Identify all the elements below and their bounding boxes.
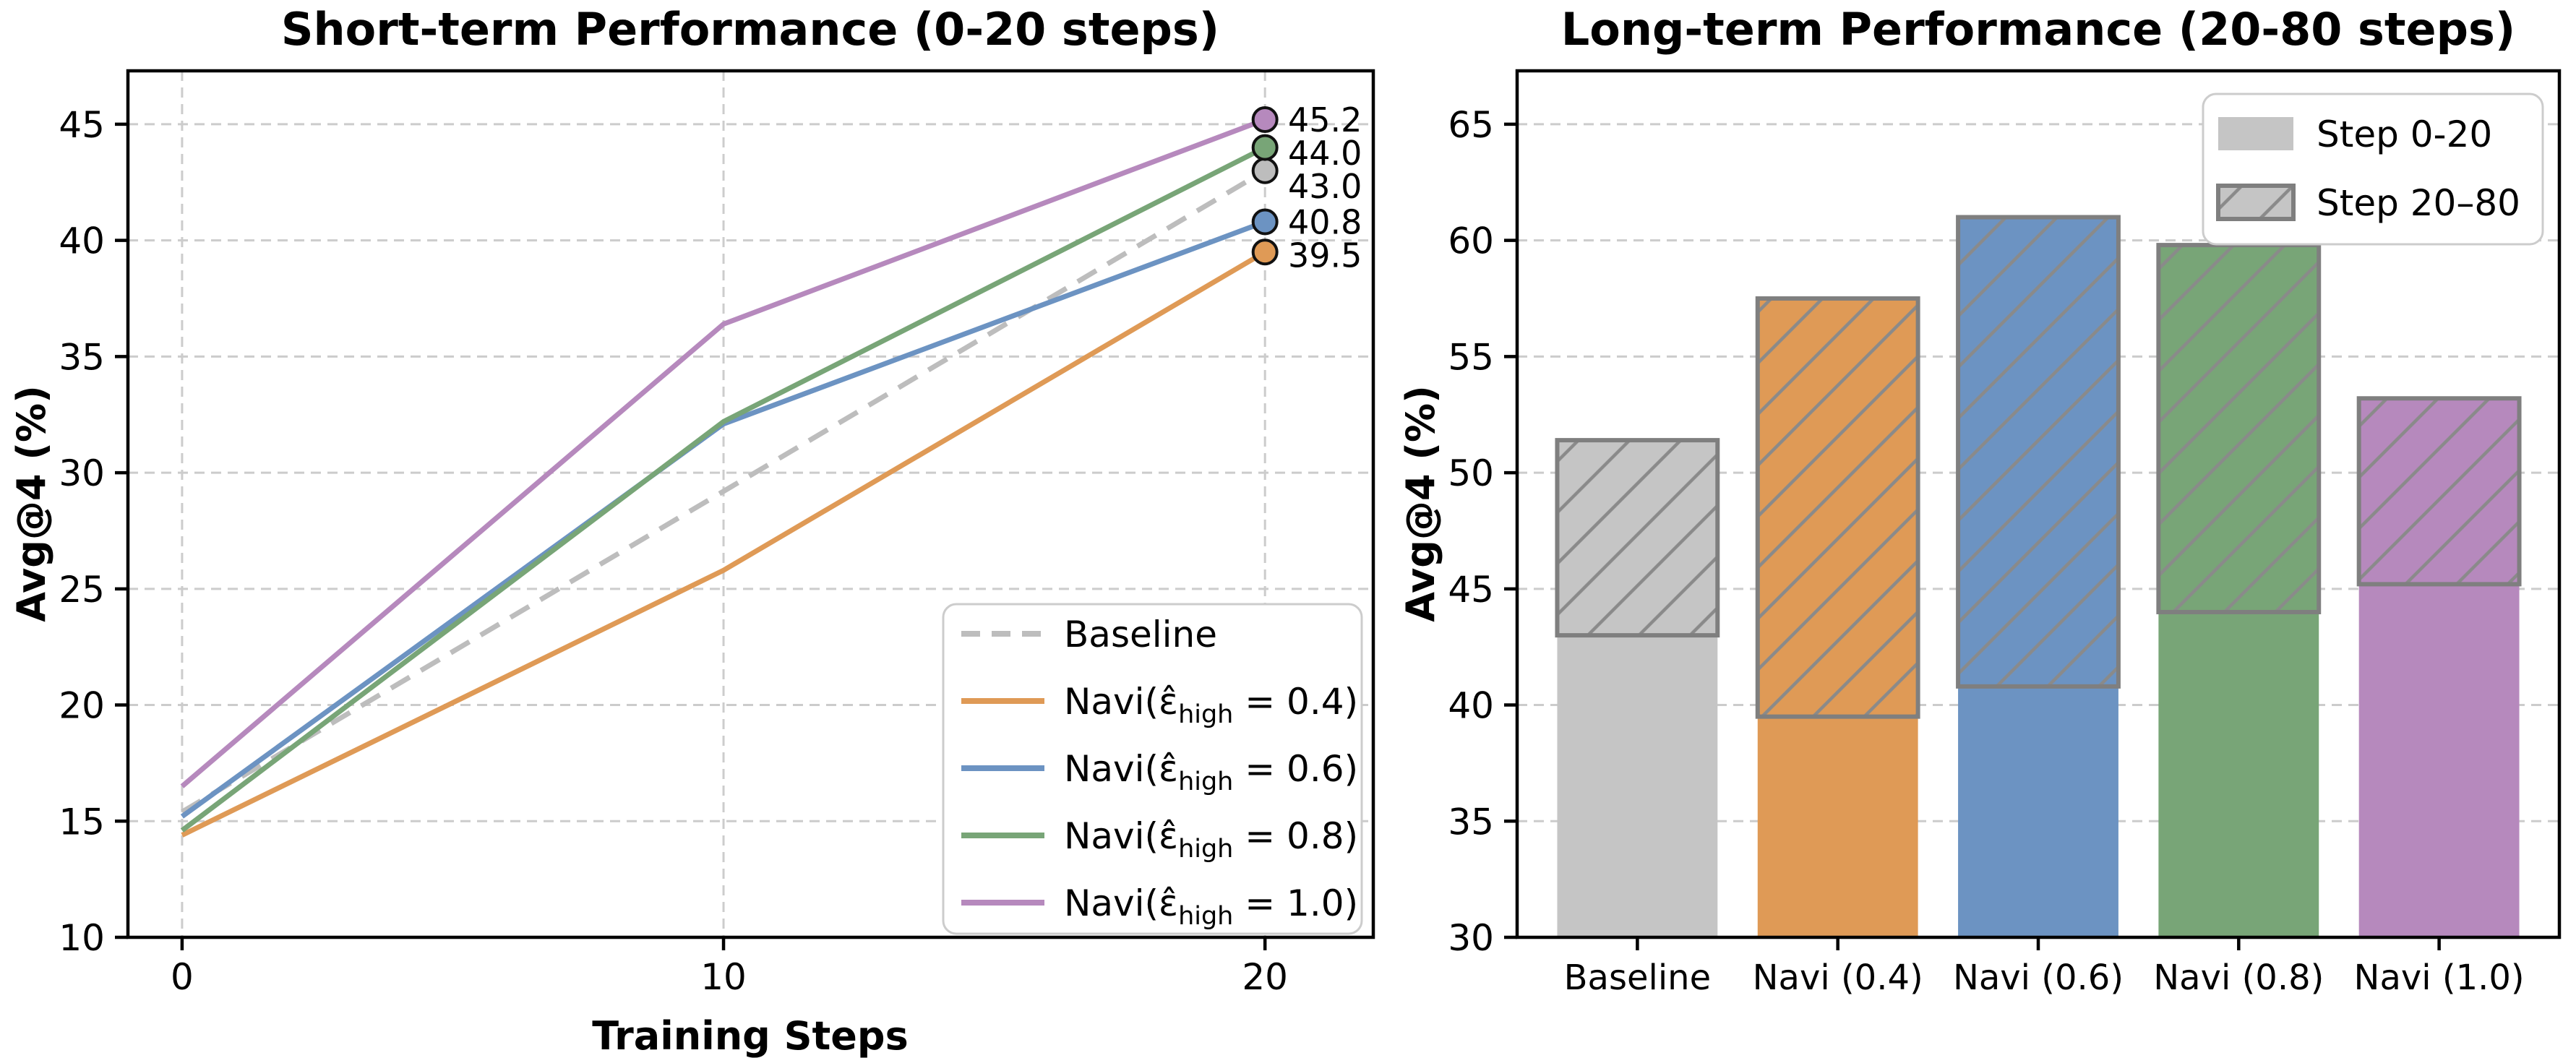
y-tick-label: 60	[1448, 220, 1494, 262]
legend-item-label: Step 20–80	[2317, 182, 2520, 224]
bar-solid-segment	[2158, 611, 2319, 937]
bar-hatch-segment	[2156, 243, 2322, 614]
legend-item-1: Navi(ε̂high = 0.4)	[961, 681, 1358, 729]
bar-hatch-segment	[1956, 215, 2121, 689]
end-value-label: 44.0	[1288, 134, 1362, 173]
legend-patch	[2218, 117, 2293, 150]
left-chart-title: Short-term Performance (0-20 steps)	[281, 3, 1219, 56]
legend-item-1: Step 20–80	[2216, 182, 2520, 224]
series-line-1	[181, 249, 1266, 838]
left-legend: Baseline Navi(ε̂high = 0.4) Navi(ε̂high = …	[942, 603, 1363, 935]
end-value-label: 39.5	[1288, 236, 1362, 275]
end-marker-2	[1251, 208, 1279, 236]
legend-patch-hatch	[2216, 184, 2296, 221]
end-value-label: 43.0	[1288, 167, 1362, 206]
series-line-0	[181, 168, 1266, 814]
bar-solid-segment	[1757, 716, 1918, 937]
x-tick-label: Baseline	[1564, 958, 1712, 998]
y-tick-label: 55	[1448, 336, 1494, 378]
legend-item-label: Navi(ε̂high = 1.0)	[1064, 882, 1358, 931]
y-tick-label: 15	[59, 801, 105, 843]
end-value-labels: 45.244.043.040.839.5	[1288, 100, 1362, 275]
x-tick-label: Navi (0.4)	[1753, 958, 1923, 998]
bar-solid-segment	[2358, 584, 2520, 937]
axis-ticks: 30 35 40 45 50 55 60 65 Baseline Navi (0.4) Navi (…	[1448, 104, 2524, 998]
bar-hatch-segment	[1555, 438, 1720, 638]
axis-ticks: 10 15 20 25 30 35 40 45 0 10 20	[59, 104, 1288, 998]
bar-solid-segment	[1958, 686, 2118, 937]
legend-item-2: Navi(ε̂high = 0.6)	[961, 748, 1358, 796]
legend-item-label: Navi(ε̂high = 0.6)	[1064, 748, 1358, 796]
x-tick-label: 10	[700, 956, 747, 998]
legend-item-label: Step 0-20	[2317, 113, 2492, 155]
bar-navi-1.0-	[2356, 396, 2522, 937]
left-xaxis-label: Training Steps	[592, 1013, 908, 1058]
series-line-3	[180, 145, 1266, 833]
bar-hatch-segment	[1755, 296, 1920, 719]
bar-navi-0.6-	[1956, 215, 2121, 937]
legend-item-0: Baseline	[961, 614, 1217, 655]
bar-solid-segment	[1557, 635, 1718, 937]
y-tick-label: 35	[59, 336, 105, 378]
y-tick-label: 65	[1448, 104, 1494, 146]
y-tick-label: 45	[1448, 569, 1494, 611]
y-tick-label: 30	[1448, 917, 1494, 959]
legend-item-0: Step 0-20	[2218, 113, 2492, 155]
end-marker-4	[1251, 106, 1279, 134]
right-yaxis-label: Avg@4 (%)	[1398, 385, 1443, 622]
bar-hatch-segment	[2356, 396, 2522, 587]
end-marker-3	[1251, 134, 1279, 161]
x-tick-label: 0	[171, 956, 194, 998]
legend-item-4: Navi(ε̂high = 1.0)	[961, 882, 1358, 931]
x-tick-label: Navi (1.0)	[2354, 958, 2525, 998]
right-legend: Step 0-20 Step 20–80	[2202, 93, 2544, 246]
end-marker-0	[1251, 157, 1279, 184]
x-tick-label: Navi (0.6)	[1953, 958, 2124, 998]
y-tick-label: 35	[1448, 801, 1494, 843]
end-value-label: 45.2	[1288, 100, 1362, 139]
y-tick-label: 50	[1448, 452, 1494, 494]
bar-navi-0.4-	[1755, 296, 1920, 937]
legend-item-label: Navi(ε̂high = 0.4)	[1064, 681, 1358, 729]
y-tick-label: 30	[59, 452, 105, 494]
x-tick-label: 20	[1242, 956, 1288, 998]
y-tick-label: 40	[1448, 685, 1494, 727]
bar-baseline	[1555, 438, 1720, 937]
bar-navi-0.8-	[2156, 243, 2322, 937]
legend-item-label: Navi(ε̂high = 0.8)	[1064, 815, 1358, 864]
axes-frame	[126, 69, 1375, 939]
y-tick-label: 20	[59, 685, 105, 727]
x-tick-label: Navi (0.8)	[2153, 958, 2324, 998]
legend-item-3: Navi(ε̂high = 0.8)	[961, 815, 1358, 864]
y-tick-label: 40	[59, 220, 105, 262]
line-series	[180, 106, 1279, 838]
y-tick-label: 10	[59, 917, 105, 959]
right-chart-title: Long-term Performance (20-80 steps)	[1561, 3, 2515, 56]
end-value-label: 40.8	[1288, 203, 1362, 242]
y-tick-label: 25	[59, 569, 105, 611]
legend-box	[942, 603, 1363, 935]
end-marker-1	[1251, 238, 1279, 266]
y-tick-label: 45	[59, 104, 105, 146]
left-yaxis-label: Avg@4 (%)	[9, 385, 54, 622]
left-chart: 10 15 20 25 30 35 40 45 0 10 20 45.244.043.040.839.…	[9, 3, 1375, 1058]
legend-item-label: Baseline	[1064, 614, 1217, 655]
series-line-4	[180, 117, 1266, 788]
bars	[1555, 215, 2522, 937]
right-chart: 30 35 40 45 50 55 60 65 Baseline Navi (0.4) Navi (…	[1398, 3, 2562, 998]
